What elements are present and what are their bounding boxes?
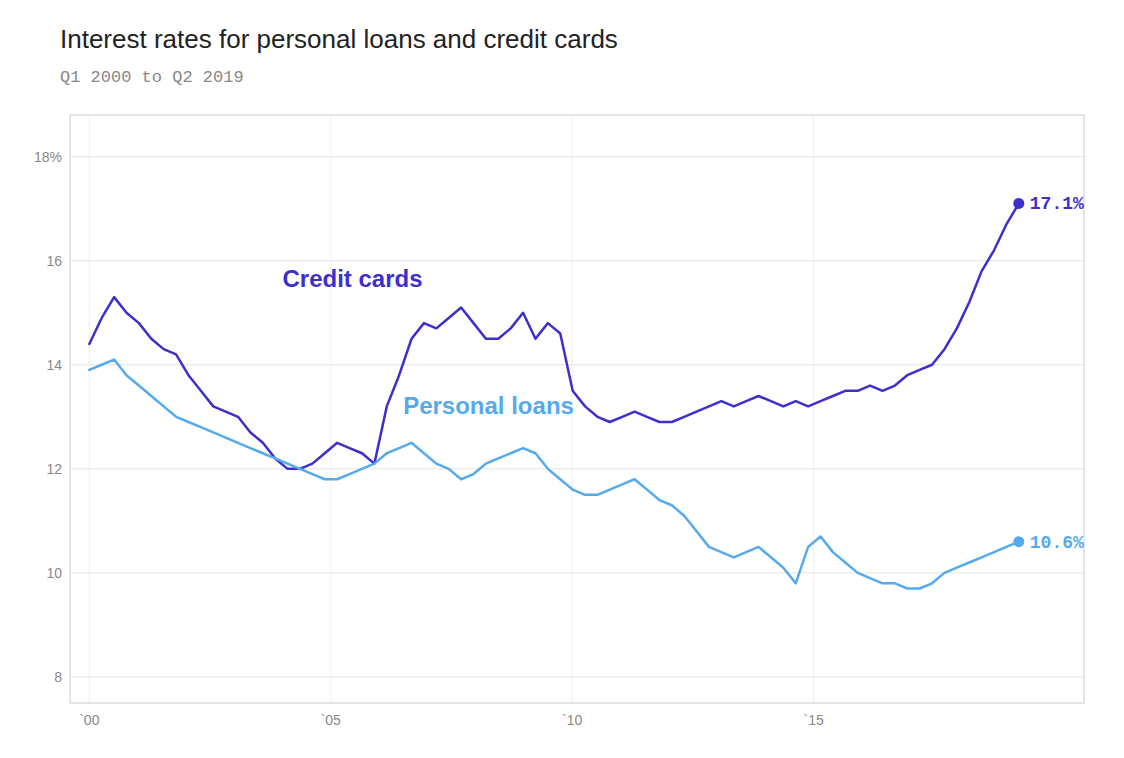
x-tick-label: `00 (79, 712, 99, 728)
series-label: Credit cards (282, 265, 422, 292)
grid-line-y (70, 468, 1084, 469)
y-tick-label: 18% (34, 149, 62, 165)
end-value-label: 10.6% (1030, 533, 1084, 553)
grid-line-y (70, 676, 1084, 677)
end-point (1013, 198, 1024, 209)
background (0, 0, 1124, 758)
series-label: Personal loans (403, 392, 574, 419)
y-tick-label: 10 (46, 565, 62, 581)
grid-line-x (330, 115, 331, 703)
x-tick-label: `05 (321, 712, 341, 728)
y-tick-label: 16 (46, 253, 62, 269)
x-tick-label: `10 (562, 712, 582, 728)
end-value-label: 17.1% (1030, 194, 1084, 214)
plot-frame (70, 115, 1084, 703)
subtitle: Q1 2000 to Q2 2019 (60, 68, 244, 87)
title: Interest rates for personal loans and cr… (60, 24, 618, 54)
y-tick-label: 14 (46, 357, 62, 373)
y-tick-label: 12 (46, 461, 62, 477)
grid (70, 115, 1084, 703)
grid-line-x (813, 115, 814, 703)
grid-line-y (70, 260, 1084, 261)
x-tick-label: `15 (803, 712, 823, 728)
labels: Credit cards Personal loans 17.1% 10.6% (282, 194, 1084, 552)
axes: 8 10 12 14 16 18% `00 `05 `10 `15 (34, 149, 824, 728)
grid-line-y (70, 156, 1084, 157)
grid-line-x (89, 115, 90, 703)
series-line (89, 360, 1019, 589)
series-line (89, 203, 1019, 468)
chart: Interest rates for personal loans and cr… (0, 0, 1124, 758)
grid-line-y (70, 572, 1084, 573)
plot-area (89, 198, 1024, 589)
y-tick-label: 8 (54, 669, 62, 685)
end-point (1013, 536, 1024, 547)
